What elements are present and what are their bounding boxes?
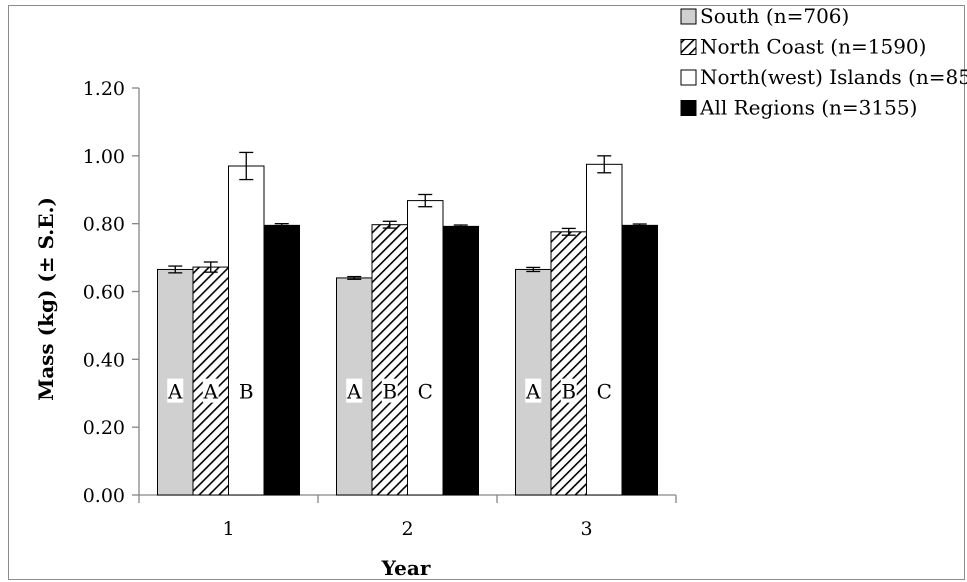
bar-4-year-2 — [442, 225, 479, 496]
bar-2-year-2 — [371, 224, 408, 496]
y-tick-label: 0.20 — [83, 417, 125, 439]
significance-letter: B — [382, 380, 397, 404]
legend-swatch — [680, 100, 697, 116]
y-tick-label: 0.40 — [83, 349, 125, 371]
bar-4-year-3 — [621, 224, 658, 496]
legend-swatch — [680, 69, 697, 86]
y-tick-label: 0.80 — [83, 214, 125, 236]
error-bars — [168, 151, 647, 280]
letter-backdrop — [417, 378, 434, 403]
letter-backdrop — [525, 378, 542, 403]
letter-backdrop — [560, 378, 577, 403]
y-axis-title: Mass (kg) (± S.E.) — [34, 197, 58, 401]
legend-label: All Regions (n=3155) — [699, 96, 917, 120]
significance-letter: C — [597, 380, 612, 404]
letter-backdrop — [202, 378, 219, 403]
y-axis: 0.00 0.20 0.40 0.60 0.80 1.00 1.20 — [83, 78, 140, 507]
x-tick-label: 2 — [401, 518, 413, 540]
y-tick-label: 0.00 — [83, 485, 125, 507]
x-tick-label: 1 — [222, 518, 234, 540]
bar-4-year-1 — [263, 224, 300, 496]
x-axis: 1 2 3 — [138, 494, 677, 540]
legend-label: North(west) Islands (n=859) — [700, 65, 967, 89]
bar-3-year-2 — [407, 200, 444, 496]
letter-backdrop — [596, 378, 613, 403]
legend-label: South (n=706) — [700, 4, 849, 28]
significance-letter: C — [418, 380, 433, 404]
y-tick-label: 1.20 — [83, 78, 125, 100]
bars — [157, 163, 658, 496]
significance-letter: A — [525, 380, 541, 404]
significance-letter: B — [239, 380, 254, 404]
x-axis-title: Year — [381, 556, 431, 580]
bar-2-year-3 — [550, 231, 587, 496]
y-tick-label: 0.60 — [83, 282, 125, 304]
y-tick-label: 1.00 — [83, 146, 125, 168]
bar-3-year-1 — [228, 165, 265, 496]
x-tick-label: 3 — [580, 518, 592, 540]
letter-backdrop — [346, 378, 363, 403]
legend-swatch — [680, 8, 697, 25]
legend-swatch — [680, 39, 697, 55]
significance-letter: A — [203, 380, 219, 404]
letter-backdrop — [167, 378, 184, 403]
legend-label: North Coast (n=1590) — [700, 35, 926, 59]
letter-backdrop — [381, 378, 398, 403]
letter-backdrop — [238, 378, 255, 403]
legend: South (n=706) North Coast (n=1590) North(w… — [680, 4, 967, 120]
significance-letter: A — [346, 380, 362, 404]
bar-3-year-3 — [586, 163, 623, 496]
significance-letter: B — [561, 380, 576, 404]
significance-letter: A — [167, 380, 183, 404]
bar-1-year-3 — [515, 268, 552, 496]
